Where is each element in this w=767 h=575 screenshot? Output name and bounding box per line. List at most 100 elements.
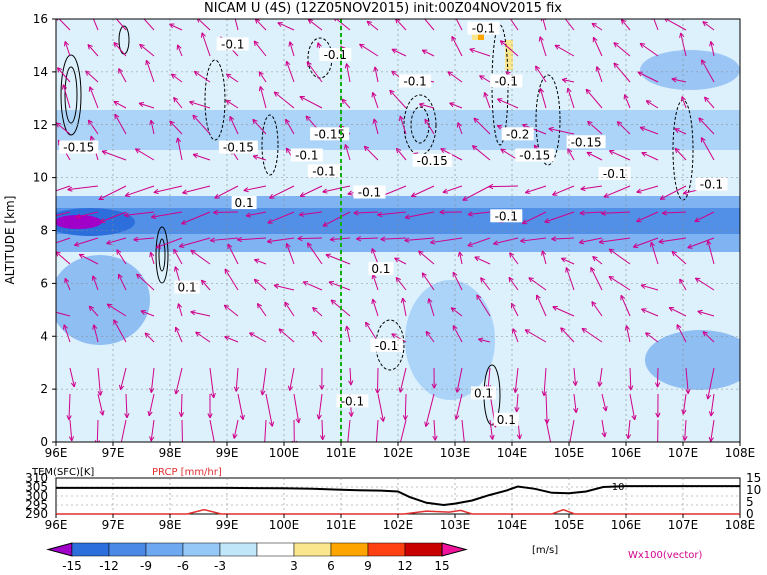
contour-label-bg bbox=[307, 164, 340, 178]
shade-east-upper bbox=[640, 50, 740, 90]
x-tick-label: 104E bbox=[497, 446, 528, 460]
contour-label: 0.1 bbox=[474, 386, 493, 400]
tem-inline-label: 10 bbox=[612, 482, 625, 493]
y-tick-label: 0 bbox=[40, 435, 48, 449]
x-tick-label: 100E bbox=[269, 446, 300, 460]
contour-label-bg bbox=[598, 166, 631, 180]
contour-label: 0.1 bbox=[178, 281, 197, 295]
contour-label-bg bbox=[59, 140, 99, 154]
surface-x-tick-label: 105E bbox=[554, 518, 585, 532]
contour-label: 0.1 bbox=[235, 196, 254, 210]
surface-left-tick: 300 bbox=[25, 489, 48, 503]
vector-label: Wx100(vector) bbox=[628, 550, 703, 561]
contour-label: -0.15 bbox=[571, 135, 602, 149]
x-tick-label: 97E bbox=[102, 446, 125, 460]
colorbar-boxes bbox=[46, 542, 468, 557]
x-tick-label: 106E bbox=[611, 446, 642, 460]
colorbar-level-label: 3 bbox=[290, 559, 298, 573]
wind-vectors bbox=[56, 19, 715, 442]
colorbar: -15 -12 -9 -6 -3 3 6 9 12 15 [m/s] Wx100(vector) bbox=[46, 542, 703, 573]
x-tick-label: 108E bbox=[725, 446, 756, 460]
contour-label: -0.15 bbox=[63, 141, 94, 155]
contour-label-bg bbox=[412, 153, 452, 167]
contour-label: -0.1 bbox=[324, 48, 347, 62]
contour-label: -0.15 bbox=[417, 154, 448, 168]
surface-left-tick: 290 bbox=[25, 507, 48, 521]
contour-label: -0.1 bbox=[375, 339, 398, 353]
surface-left-tick: 305 bbox=[25, 480, 48, 494]
contour-label: -0.15 bbox=[519, 148, 550, 162]
contour-label-bg bbox=[695, 177, 728, 191]
surface-x-tick-label: 108E bbox=[725, 518, 756, 532]
colorbar-unit: [m/s] bbox=[532, 545, 558, 556]
contour-label-bg bbox=[231, 196, 257, 210]
x-tick-label: 96E bbox=[45, 446, 68, 460]
colorbar-level-label: -12 bbox=[99, 559, 119, 573]
contour-label: 0.1 bbox=[371, 262, 390, 276]
x-tick-label: 107E bbox=[668, 446, 699, 460]
surface-x-tick-label: 99E bbox=[216, 518, 239, 532]
contour-label-bg bbox=[501, 127, 534, 141]
surface-right-tick: 0 bbox=[746, 507, 754, 521]
tem-label: TEM(SFC)[K] bbox=[31, 467, 94, 478]
colorbar-box bbox=[330, 542, 369, 557]
surface-right-tick: 15 bbox=[746, 471, 761, 485]
surface-x-tick-label: 101E bbox=[326, 518, 357, 532]
x-tick-label: 102E bbox=[383, 446, 414, 460]
colorbar-level-label: -15 bbox=[62, 559, 82, 573]
y-axis: 0 2 4 6 8 10 12 14 16 bbox=[33, 12, 56, 449]
colorbar-box bbox=[145, 542, 184, 557]
x-tick-label: 105E bbox=[554, 446, 585, 460]
x-tick-label: 103E bbox=[440, 446, 471, 460]
colorbar-labels: -15 -12 -9 -6 -3 3 6 9 12 15 bbox=[62, 559, 449, 573]
contour-label-bg bbox=[290, 148, 323, 162]
prcp-label: PRCP [mm/hr] bbox=[152, 467, 222, 478]
contour-label-bg bbox=[490, 209, 523, 223]
surface-x-tick-label: 100E bbox=[269, 518, 300, 532]
contour-label-bg bbox=[216, 37, 249, 51]
contour-label-bg bbox=[467, 21, 500, 35]
shade-orange bbox=[478, 34, 484, 40]
contour-label-bg bbox=[319, 48, 352, 62]
contour-label: -0.1 bbox=[495, 74, 518, 88]
surface-x-tick-label: 96E bbox=[45, 518, 68, 532]
main-plot: -0.1 -0.1 -0.1 -0.1 -0.1 -0.15 -0.15 -0.15 -0.1 -… bbox=[3, 12, 756, 460]
y-tick-label: 10 bbox=[33, 171, 48, 185]
contour-labels: -0.1 -0.1 -0.1 -0.1 -0.1 -0.15 -0.15 -0.15 -0.1 -… bbox=[59, 21, 728, 427]
contour-label-bg bbox=[310, 127, 350, 141]
colorbar-box bbox=[404, 542, 443, 557]
x-tick-label: 101E bbox=[326, 446, 357, 460]
contour-label: -0.1 bbox=[472, 22, 495, 36]
colorbar-box bbox=[256, 542, 295, 557]
surface-x-tick-label: 106E bbox=[611, 518, 642, 532]
colorbar-level-label: 12 bbox=[397, 559, 412, 573]
contour-label-bg bbox=[336, 394, 369, 408]
surface-right-tick: 5 bbox=[746, 495, 754, 509]
y-axis-label: ALTITUDE [km] bbox=[3, 196, 17, 285]
colorbar-box bbox=[293, 542, 332, 557]
colorbar-box bbox=[182, 542, 221, 557]
shade-core-purple bbox=[56, 215, 102, 229]
x-axis: 96E 97E 98E 99E 100E 101E 102E 103E 104E 105E 106E… bbox=[45, 442, 756, 460]
contour-label-bg bbox=[353, 185, 386, 199]
y-tick-label: 16 bbox=[33, 12, 48, 26]
contour-label: -0.1 bbox=[700, 178, 723, 192]
y-tick-label: 2 bbox=[40, 382, 48, 396]
contour-label: -0.1 bbox=[358, 185, 381, 199]
y-tick-label: 6 bbox=[40, 276, 48, 290]
contour-label-bg bbox=[399, 74, 432, 88]
surface-x-tick-label: 98E bbox=[159, 518, 182, 532]
contour-label: -0.15 bbox=[314, 127, 345, 141]
contour-label: -0.15 bbox=[223, 141, 254, 155]
contour-label-bg bbox=[493, 412, 519, 426]
colorbar-box bbox=[71, 542, 110, 557]
shade-mid-blue bbox=[405, 280, 495, 400]
surface-x-tick-label: 102E bbox=[383, 518, 414, 532]
contour-label: -0.1 bbox=[312, 164, 335, 178]
contour-label-bg bbox=[370, 338, 403, 352]
surface-x-tick-label: 97E bbox=[102, 518, 125, 532]
surface-x-tick-label: 103E bbox=[440, 518, 471, 532]
